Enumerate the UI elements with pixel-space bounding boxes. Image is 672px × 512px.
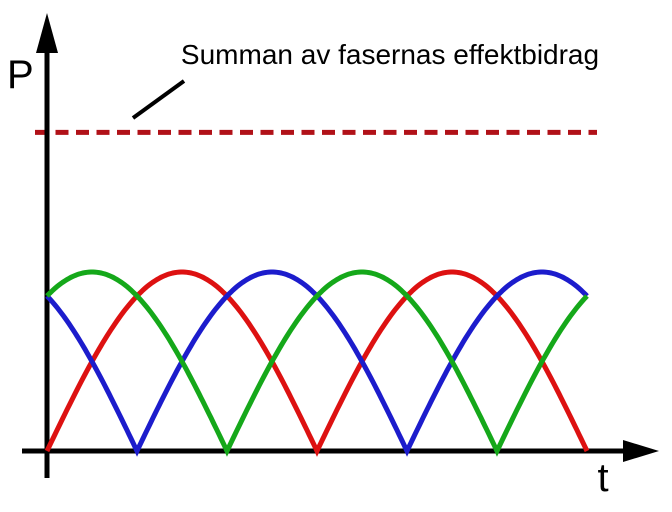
annotation-label: Summan av fasernas effektbidrag <box>181 39 599 70</box>
phase-curve-green <box>45 269 589 457</box>
annotation-leader-line <box>131 79 186 120</box>
x-axis-arrowhead <box>623 440 659 462</box>
x-axis-label: t <box>597 456 608 500</box>
y-axis-label: P <box>7 53 34 97</box>
y-axis-arrowhead <box>36 13 58 53</box>
